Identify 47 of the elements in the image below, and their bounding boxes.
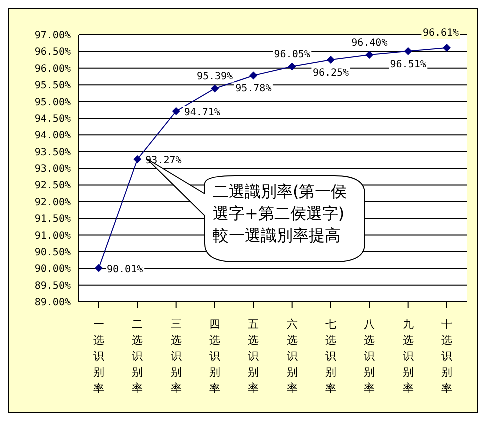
y-tick-label: 89.00%: [34, 298, 71, 309]
data-label: 95.39%: [196, 72, 234, 83]
y-tick-label: 93.50%: [34, 147, 71, 158]
x-tick-label: 六选识别率: [286, 318, 298, 395]
x-tick-label: 九选识别率: [402, 318, 414, 395]
point: [95, 264, 103, 272]
data-label: 95.78%: [236, 84, 272, 95]
y-tick-label: 90.00%: [34, 264, 71, 276]
y-tick-label: 93.00%: [34, 164, 71, 176]
x-tick-label: 五选识别率: [248, 318, 260, 395]
y-tick-label: 95.00%: [34, 97, 71, 108]
y-tick-label: 91.50%: [34, 214, 71, 226]
y-tick-label: 92.50%: [34, 180, 71, 192]
y-tick-label: 97.00%: [34, 30, 71, 42]
x-tick-label: 一选识别率: [94, 318, 104, 395]
x-tick-label: 三选识别率: [170, 318, 182, 395]
y-tick-label: 96.00%: [34, 64, 71, 75]
y-tick-label: 90.50%: [34, 247, 71, 258]
y-tick-label: 94.00%: [34, 130, 71, 142]
y-tick-label: 95.50%: [34, 80, 71, 92]
point: [134, 155, 142, 164]
data-label: 96.51%: [390, 59, 426, 70]
data-label: 96.25%: [312, 68, 350, 80]
y-tick-label: 89.50%: [34, 280, 71, 292]
x-tick-label: 七选识别率: [326, 318, 336, 395]
point: [211, 84, 219, 93]
y-tick-label: 92.00%: [34, 197, 71, 208]
point: [172, 107, 180, 116]
y-tick-label: 94.50%: [34, 114, 71, 125]
x-tick-label: 二选识别率: [132, 318, 144, 395]
x-tick-label: 十选识别率: [442, 318, 452, 395]
y-tick-label: 96.50%: [34, 47, 71, 58]
data-label: 96.61%: [422, 28, 460, 40]
data-label: 90.01%: [107, 264, 144, 276]
data-label: 94.71%: [184, 107, 220, 118]
point: [366, 51, 374, 60]
point: [443, 44, 451, 52]
data-label: 96.40%: [352, 38, 388, 50]
x-tick-label: 八选识别率: [364, 318, 376, 395]
point: [327, 56, 335, 64]
point: [288, 62, 296, 71]
data-label: 96.05%: [274, 50, 310, 61]
annotation: 二選識別率(第一侯選字+第二侯選字)較一選識別率提高: [213, 181, 348, 247]
y-tick-label: 91.00%: [34, 230, 71, 242]
point: [404, 47, 412, 56]
x-tick-label: 四选识别率: [210, 318, 220, 395]
point: [250, 72, 258, 80]
